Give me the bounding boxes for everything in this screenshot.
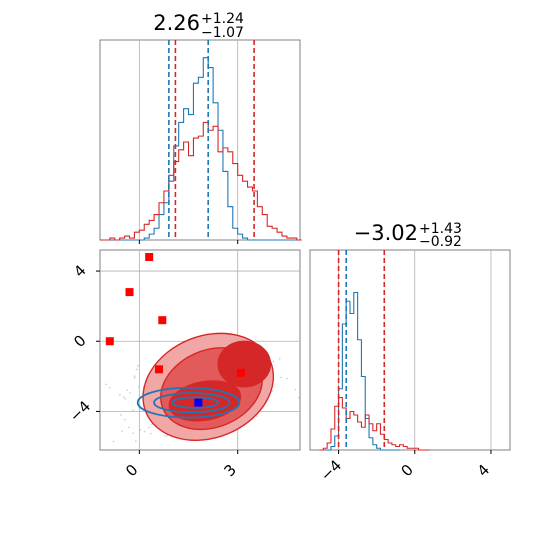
- joint-ytick-label-minus4: −4: [66, 397, 94, 425]
- joint-contours: [136, 332, 275, 442]
- joint-xtick-label-0: 0: [122, 461, 141, 480]
- joint-scatter-point: [271, 389, 274, 392]
- marginal-y-ticks: [338, 450, 492, 454]
- joint-scatter-point: [137, 385, 140, 388]
- joint-ticks: [96, 270, 239, 454]
- joint-scatter-point: [123, 418, 126, 421]
- joint-scatter-point: [298, 396, 300, 399]
- joint-blue-marker: [194, 398, 203, 407]
- joint-scatter-point: [133, 377, 136, 379]
- joint-scatter-point: [121, 430, 123, 433]
- red-contour-inner-right: [217, 340, 272, 388]
- joint-scatter-point: [278, 357, 281, 360]
- joint-red-marker: [105, 337, 114, 346]
- joint-markers: [105, 253, 245, 407]
- joint-scatter-point: [286, 377, 289, 380]
- marginal-y-title-minus: −0.92: [419, 234, 462, 250]
- joint-scatter-point: [120, 413, 122, 416]
- joint-scatter-point: [139, 428, 142, 431]
- joint-scatter-point: [149, 432, 152, 435]
- joint-xtick-label-3: 3: [220, 461, 239, 480]
- joint-scatter-point: [118, 393, 121, 396]
- joint-red-marker: [125, 288, 134, 297]
- joint-scatter-point: [256, 415, 258, 418]
- marginal-y-frame: [309, 249, 511, 451]
- marginal-x-title-plus: +1.24: [201, 11, 244, 27]
- joint-scatter-point: [133, 375, 136, 378]
- marginal-x-quantile-lines: [168, 40, 255, 240]
- marginal-x-title-value: 2.26: [153, 11, 200, 35]
- marginal-x-ticks: [138, 240, 239, 244]
- marginal-y-title-value: −3.02: [354, 221, 418, 245]
- joint-scatter-point: [135, 368, 138, 371]
- joint-scatter-point: [136, 364, 139, 367]
- joint-scatter-point: [132, 432, 135, 435]
- joint-scatter-point: [143, 430, 146, 433]
- joint-scatter-point: [128, 426, 130, 429]
- marginal-x-histograms: [100, 57, 302, 241]
- joint-red-marker: [145, 253, 154, 262]
- joint-scatter-point: [122, 396, 125, 398]
- marginal-histogram-y-panel: −3.02 +1.43 −0.92 −4 0 4: [309, 221, 511, 485]
- joint-ytick-label-0: 0: [70, 331, 89, 350]
- marginal-x-title-minus: −1.07: [201, 25, 244, 41]
- marginal-y-title-plus: +1.43: [419, 221, 462, 237]
- joint-scatter-point: [148, 426, 150, 429]
- blue-contour-inner: [171, 396, 219, 409]
- joint-scatter-point: [134, 440, 137, 443]
- marginal-y-xtick-label-minus4: −4: [317, 456, 345, 484]
- joint-scatter-point: [166, 434, 168, 437]
- marginal-x-grid: [138, 40, 239, 240]
- marginal-x-frame: [99, 39, 301, 241]
- marginal-histogram-x-panel: 2.26 +1.24 −1.07: [99, 11, 302, 244]
- marginal-y-xtick-label-4: 4: [474, 461, 493, 480]
- joint-scatter-point: [280, 376, 282, 379]
- joint-scatter-point: [108, 386, 111, 389]
- blue-contour-outer: [136, 386, 241, 419]
- joint-ytick-label-4: 4: [70, 261, 89, 280]
- joint-scatter-point: [124, 397, 127, 400]
- joint-red-marker: [236, 368, 245, 377]
- joint-scatter-point: [294, 388, 297, 391]
- joint-red-marker: [158, 316, 167, 325]
- marginal-x-histogram-red: [100, 121, 302, 241]
- joint-contour-panel: 4 0 −4 0 3: [66, 249, 301, 480]
- blue-contour-middle: [153, 392, 231, 414]
- joint-scatter-point: [163, 435, 166, 437]
- joint-scatter-point: [129, 392, 132, 394]
- marginal-x-histogram-blue: [100, 57, 302, 241]
- joint-scatter-point: [112, 440, 115, 443]
- joint-scatter-point: [104, 383, 107, 386]
- joint-scatter-point: [132, 409, 135, 411]
- marginal-y-xtick-label-0: 0: [397, 461, 416, 480]
- joint-scatter-point: [126, 389, 129, 392]
- joint-scatter-point: [272, 360, 275, 363]
- marginal-y-histogram-blue: [319, 291, 400, 451]
- marginal-y-quantile-lines: [337, 250, 386, 450]
- joint-red-marker: [155, 365, 164, 374]
